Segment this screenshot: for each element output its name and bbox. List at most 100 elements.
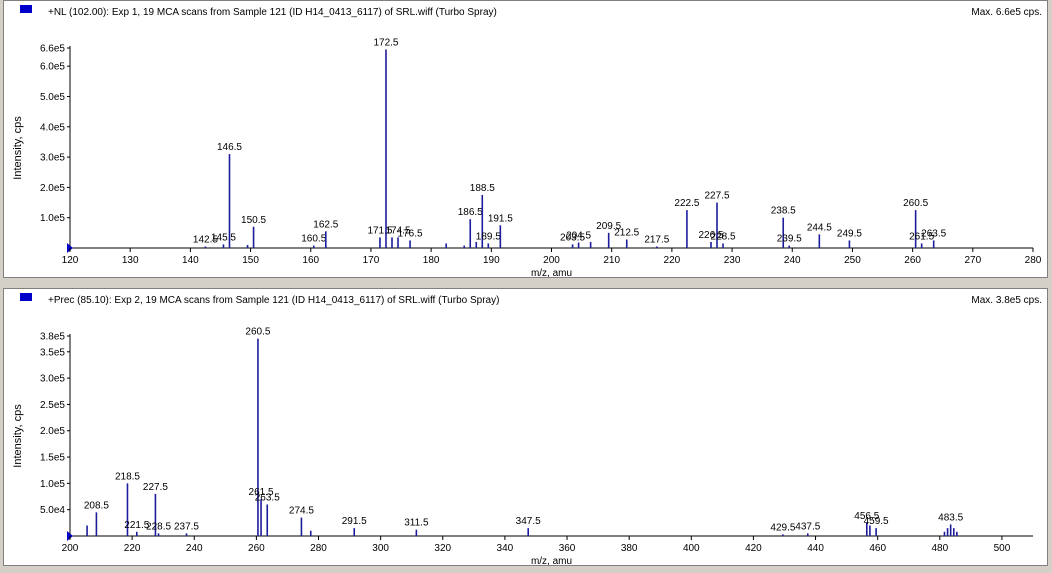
series-marker-icon: [20, 5, 32, 13]
peak-label: 347.5: [516, 516, 541, 527]
peak-label: 239.5: [777, 234, 802, 245]
peak-label: 145.5: [211, 232, 236, 243]
x-tick-label: 230: [724, 255, 741, 266]
x-tick-label: 150: [242, 255, 259, 266]
x-tick-label: 250: [844, 255, 861, 266]
peak-label: 244.5: [807, 222, 832, 233]
x-tick-label: 280: [310, 543, 327, 554]
chart-title: +Prec (85.10): Exp 2, 19 MCA scans from …: [48, 295, 499, 306]
peak-label: 221.5: [124, 520, 149, 531]
peak-label: 217.5: [644, 234, 669, 245]
max-intensity-label: Max. 3.8e5 cps.: [971, 295, 1042, 306]
x-tick-label: 170: [363, 255, 380, 266]
peak-label: 459.5: [864, 516, 889, 527]
prec-spectrum-chart: +Prec (85.10): Exp 2, 19 MCA scans from …: [12, 293, 1042, 567]
peak-label: 146.5: [217, 142, 242, 153]
x-tick-label: 130: [122, 255, 139, 266]
peak-label: 237.5: [174, 521, 199, 532]
y-tick-label: 3.0e5: [40, 374, 65, 385]
peak-label: 212.5: [614, 228, 639, 239]
chart-title: +NL (102.00): Exp 1, 19 MCA scans from S…: [48, 7, 497, 18]
peak-label: 261.5: [249, 487, 274, 498]
x-tick-label: 320: [434, 543, 451, 554]
peak-label: 483.5: [938, 512, 963, 523]
peak-label: 291.5: [342, 516, 367, 527]
peak-label: 227.5: [143, 482, 168, 493]
x-tick-label: 260: [248, 543, 265, 554]
peak-label: 228.5: [711, 231, 736, 242]
x-tick-label: 420: [745, 543, 762, 554]
series-marker-icon: [20, 293, 32, 301]
peak-label: 218.5: [115, 471, 140, 482]
peak-label: 227.5: [705, 191, 730, 202]
y-tick-label: 1.0e5: [40, 479, 65, 490]
y-tick-label: 3.8e5: [40, 332, 65, 343]
x-tick-label: 400: [683, 543, 700, 554]
x-tick-label: 240: [784, 255, 801, 266]
x-tick-label: 260: [904, 255, 921, 266]
peak-label: 186.5: [458, 207, 483, 218]
peak-label: 456.5: [854, 511, 879, 522]
y-tick-label: 5.0e5: [40, 92, 65, 103]
peak-label: 150.5: [241, 215, 266, 226]
peak-label: 191.5: [488, 213, 513, 224]
peak-label: 209.5: [596, 221, 621, 232]
peak-label: 429.5: [770, 522, 795, 533]
x-tick-label: 460: [869, 543, 886, 554]
x-tick-label: 120: [62, 255, 79, 266]
peak-label: 260.5: [245, 327, 270, 338]
x-tick-label: 210: [603, 255, 620, 266]
peak-label: 176.5: [398, 228, 423, 239]
x-tick-label: 270: [964, 255, 981, 266]
peak-label: 174.5: [386, 225, 411, 236]
y-tick-label: 2.0e5: [40, 426, 65, 437]
x-tick-label: 220: [664, 255, 681, 266]
y-tick-label: 2.5e5: [40, 400, 65, 411]
peak-label: 188.5: [470, 183, 495, 194]
x-tick-label: 440: [807, 543, 824, 554]
peak-label: 249.5: [837, 228, 862, 239]
x-tick-label: 160: [302, 255, 319, 266]
peak-label: 204.5: [566, 231, 591, 242]
peak-label: 189.5: [476, 231, 501, 242]
x-tick-label: 380: [621, 543, 638, 554]
y-tick-label: 3.5e5: [40, 347, 65, 358]
x-axis-label: m/z, amu: [531, 556, 572, 567]
peak-label: 226.5: [698, 230, 723, 241]
y-tick-label: 3.0e5: [40, 153, 65, 164]
peak-label: 171.5: [367, 225, 392, 236]
peak-label: 238.5: [771, 206, 796, 217]
y-axis-label: Intensity, cps: [12, 116, 24, 180]
peak-label: 311.5: [404, 518, 429, 529]
peak-label: 172.5: [373, 38, 398, 49]
peak-label: 261.5: [909, 231, 934, 242]
x-tick-label: 280: [1025, 255, 1042, 266]
y-tick-label: 1.0e5: [40, 213, 65, 224]
peak-label: 208.5: [84, 500, 109, 511]
x-tick-label: 220: [124, 543, 141, 554]
peak-label: 160.5: [301, 234, 326, 245]
peak-label: 203.5: [560, 232, 585, 243]
x-tick-label: 200: [543, 255, 560, 266]
y-tick-label: 5.0e4: [40, 505, 65, 516]
x-tick-label: 200: [62, 543, 79, 554]
y-tick-label: 1.5e5: [40, 453, 65, 464]
peak-label: 263.5: [921, 228, 946, 239]
x-tick-label: 340: [497, 543, 514, 554]
peak-label: 228.5: [146, 521, 171, 532]
peak-label: 222.5: [674, 198, 699, 209]
y-tick-label: 6.0e5: [40, 62, 65, 73]
nl-spectrum-chart: +NL (102.00): Exp 1, 19 MCA scans from S…: [12, 5, 1042, 279]
spectrum-pane-prec: +Prec (85.10): Exp 2, 19 MCA scans from …: [3, 288, 1048, 567]
x-tick-label: 140: [182, 255, 199, 266]
x-tick-label: 180: [423, 255, 440, 266]
y-tick-label: 2.0e5: [40, 183, 65, 194]
spectrum-pane-nl: +NL (102.00): Exp 1, 19 MCA scans from S…: [3, 0, 1048, 279]
y-tick-label: 6.6e5: [40, 44, 65, 55]
x-tick-label: 190: [483, 255, 500, 266]
peak-label: 437.5: [795, 521, 820, 532]
peak-label: 260.5: [903, 198, 928, 209]
max-intensity-label: Max. 6.6e5 cps.: [971, 7, 1042, 18]
x-axis-label: m/z, amu: [531, 268, 572, 279]
x-tick-label: 300: [372, 543, 389, 554]
